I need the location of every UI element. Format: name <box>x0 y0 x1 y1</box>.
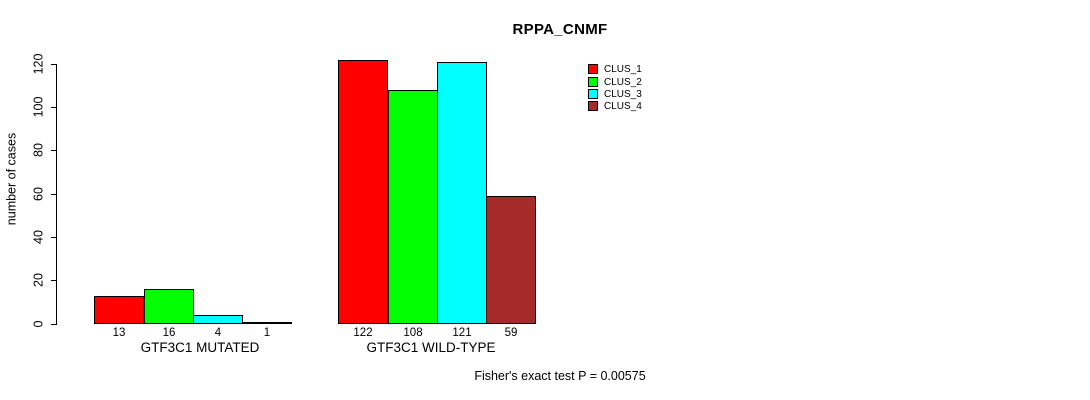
legend-swatch-clus_3 <box>588 89 598 99</box>
bar-clus_3-group2 <box>437 62 487 324</box>
bar-value-label: 13 <box>112 327 126 339</box>
bar-clus_2-group1 <box>144 289 194 324</box>
y-axis-tick <box>51 64 57 65</box>
bar-clus_3-group1 <box>193 315 243 324</box>
bar-value-label: 122 <box>353 327 373 339</box>
bar-value-label: 4 <box>214 327 222 339</box>
legend-label-clus_2: CLUS_2 <box>604 77 642 88</box>
y-axis-tick <box>51 237 57 238</box>
legend-swatch-clus_1 <box>588 64 598 74</box>
y-axis-tick <box>51 324 57 325</box>
bar-clus_4-group1 <box>242 322 292 324</box>
bar-value-label: 59 <box>504 327 518 339</box>
bar-value-label: 108 <box>403 327 423 339</box>
x-group-label: GTF3C1 MUTATED <box>140 340 260 355</box>
bar-clus_1-group2 <box>338 60 388 324</box>
bar-value-label: 1 <box>263 327 271 339</box>
bar-clus_1-group1 <box>94 296 144 324</box>
y-axis-tick <box>51 280 57 281</box>
bar-value-label: 16 <box>162 327 176 339</box>
legend-swatch-clus_4 <box>588 101 598 111</box>
x-group-label: GTF3C1 WILD-TYPE <box>366 340 496 355</box>
y-axis-tick <box>51 194 57 195</box>
bar-value-label: 121 <box>452 327 472 339</box>
legend-label-clus_3: CLUS_3 <box>604 89 642 100</box>
y-axis-tick <box>51 107 57 108</box>
bar-clus_2-group2 <box>388 90 438 324</box>
y-axis-tick <box>51 150 57 151</box>
legend-label-clus_1: CLUS_1 <box>604 64 642 75</box>
bar-clus_4-group2 <box>486 196 536 324</box>
legend-swatch-clus_2 <box>588 77 598 87</box>
legend-label-clus_4: CLUS_4 <box>604 101 642 112</box>
stat-annotation: Fisher's exact test P = 0.00575 <box>474 369 646 383</box>
chart-title: RPPA_CNMF <box>512 21 608 38</box>
